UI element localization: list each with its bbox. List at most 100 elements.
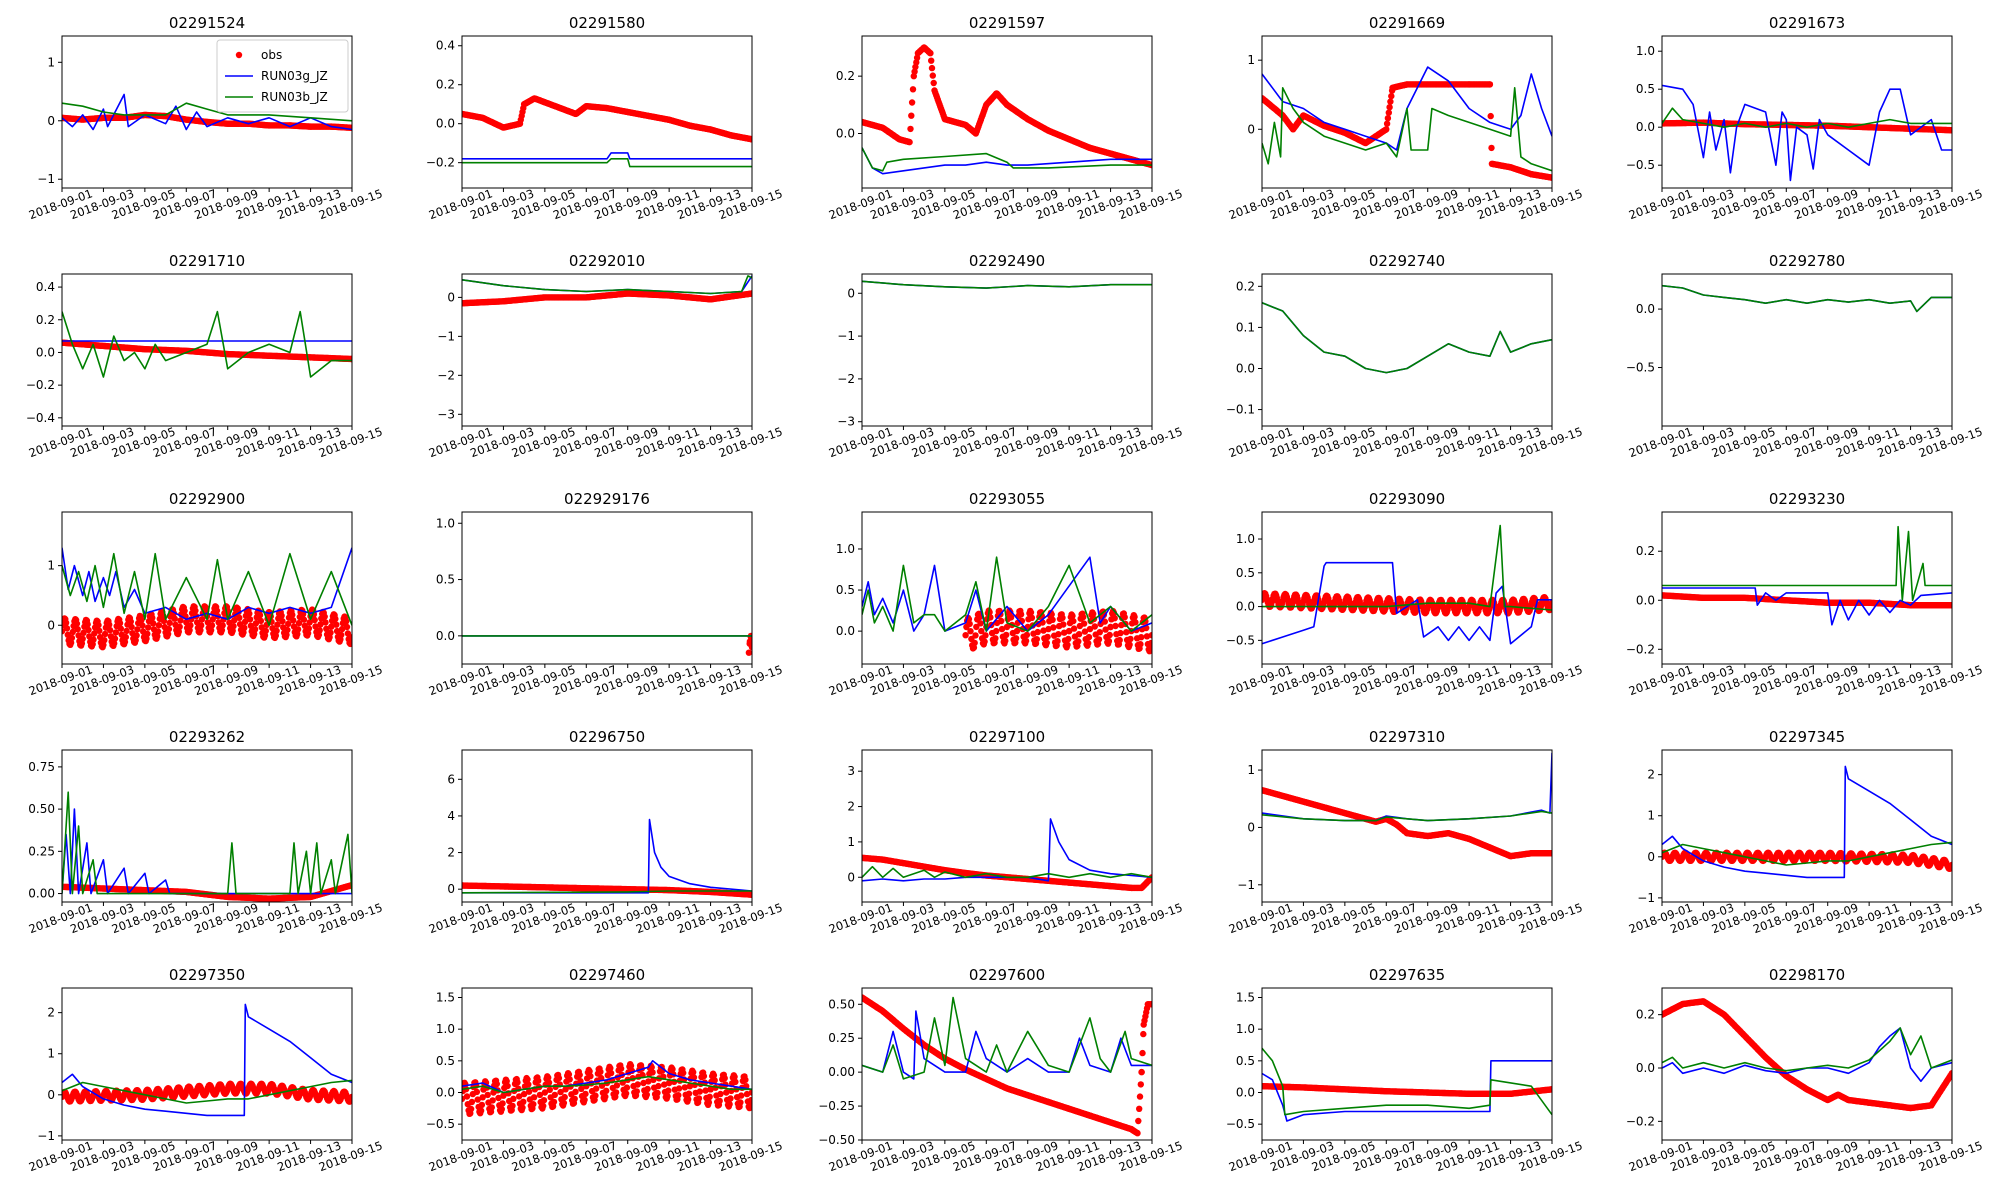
- plot-area: [1662, 284, 1952, 313]
- obs-point: [1070, 617, 1077, 625]
- obs-point: [154, 633, 161, 640]
- y-tick-label: 0: [447, 290, 455, 304]
- obs-point: [1105, 637, 1113, 645]
- obs-point: [338, 625, 346, 633]
- obs-point: [74, 626, 81, 633]
- obs-point: [272, 632, 279, 639]
- obs-point: [1080, 613, 1087, 621]
- obs-point: [164, 630, 172, 638]
- obs-point: [1383, 120, 1391, 127]
- obs-point: [213, 607, 221, 614]
- obs-point: [317, 621, 324, 628]
- series-run03b-jz-line: [1662, 284, 1952, 313]
- plot-area: [62, 93, 352, 131]
- plot-area: [462, 95, 752, 168]
- y-tick-label: −0.5: [1626, 158, 1655, 172]
- obs-point: [154, 628, 162, 635]
- obs-point: [252, 620, 260, 627]
- chart-title: 02291524: [169, 14, 245, 32]
- series-run03g-jz-line: [862, 556, 1152, 632]
- obs-point: [981, 638, 988, 645]
- obs-point: [90, 636, 97, 643]
- obs-point: [962, 632, 969, 639]
- obs-point: [79, 635, 86, 642]
- series-run03g-jz-line: [462, 818, 752, 894]
- obs-point: [1003, 623, 1011, 631]
- series-obs: [62, 603, 352, 651]
- obs-point: [128, 623, 135, 631]
- obs-point: [139, 622, 146, 629]
- y-tick-label: −0.2: [26, 378, 55, 392]
- series-run03b-jz-line: [1262, 87, 1552, 172]
- obs-point: [333, 627, 341, 635]
- plot-area: [462, 275, 752, 307]
- obs-point: [1033, 636, 1041, 643]
- axes-frame: [461, 749, 753, 903]
- obs-point: [111, 635, 119, 642]
- obs-point: [908, 99, 916, 106]
- obs-point: [1085, 633, 1093, 641]
- obs-point: [976, 613, 983, 621]
- axes-frame: [1661, 511, 1953, 665]
- obs-point: [256, 612, 264, 619]
- obs-point: [1487, 112, 1494, 120]
- obs-point: [219, 622, 226, 629]
- obs-point: [328, 623, 335, 630]
- obs-point: [1548, 174, 1552, 181]
- obs-point: [1948, 602, 1952, 609]
- obs-point: [1386, 104, 1393, 111]
- obs-point: [236, 621, 244, 628]
- plot-area: [1262, 524, 1552, 645]
- obs-point: [1003, 631, 1010, 639]
- obs-point: [1061, 629, 1068, 636]
- obs-point: [1102, 626, 1109, 633]
- plot-area: [62, 791, 352, 902]
- y-tick-label: −3: [437, 407, 455, 421]
- series-run03g-jz-line: [1662, 587, 1952, 626]
- obs-point: [127, 618, 134, 625]
- obs-point: [327, 629, 334, 636]
- obs-point: [1065, 627, 1073, 635]
- obs-point: [1023, 631, 1031, 639]
- obs-point: [122, 633, 129, 641]
- y-tick-label: 4: [447, 809, 455, 823]
- obs-point: [1007, 614, 1015, 621]
- obs-point: [930, 79, 937, 87]
- y-tick-label: 1: [1247, 53, 1255, 67]
- y-tick-label: 0.50: [28, 802, 55, 816]
- y-tick-label: 0.0: [1236, 361, 1255, 375]
- chart-panel-02292900: 02292900012018-09-012018-09-032018-09-05…: [27, 490, 385, 698]
- series-run03b-jz-line: [1262, 524, 1552, 611]
- chart-panel-02292780: 02292780−0.50.02018-09-012018-09-032018-…: [1626, 252, 1985, 460]
- obs-point: [306, 619, 313, 626]
- obs-point: [209, 616, 216, 623]
- series-obs: [1262, 81, 1552, 181]
- series-run03b-jz-line: [62, 102, 352, 122]
- y-tick-label: 0: [847, 286, 855, 300]
- obs-point: [290, 617, 297, 624]
- obs-point: [133, 632, 140, 639]
- obs-point: [1044, 633, 1051, 641]
- plot-area: [1662, 84, 1952, 182]
- axes-frame: [461, 35, 753, 189]
- obs-point: [116, 619, 124, 627]
- axes-frame: [1261, 273, 1553, 427]
- obs-point: [1091, 623, 1099, 630]
- obs-point: [748, 891, 752, 898]
- obs-point: [1022, 637, 1030, 645]
- y-tick-label: 0.2: [1636, 544, 1655, 558]
- obs-point: [149, 620, 157, 627]
- obs-point: [929, 72, 936, 79]
- obs-point: [1040, 627, 1047, 634]
- series-run03b-jz-line: [462, 275, 752, 295]
- series-run03g-jz-line: [1662, 284, 1952, 313]
- obs-point: [284, 626, 291, 634]
- obs-point: [132, 637, 139, 644]
- chart-panel-02292740: 02292740−0.10.00.10.22018-09-012018-09-0…: [1226, 252, 1585, 460]
- y-tick-label: 0: [447, 882, 455, 896]
- obs-point: [236, 614, 243, 621]
- obs-point: [748, 290, 752, 297]
- obs-point: [111, 640, 118, 647]
- y-tick-label: −0.5: [1626, 361, 1655, 375]
- obs-point: [992, 635, 999, 642]
